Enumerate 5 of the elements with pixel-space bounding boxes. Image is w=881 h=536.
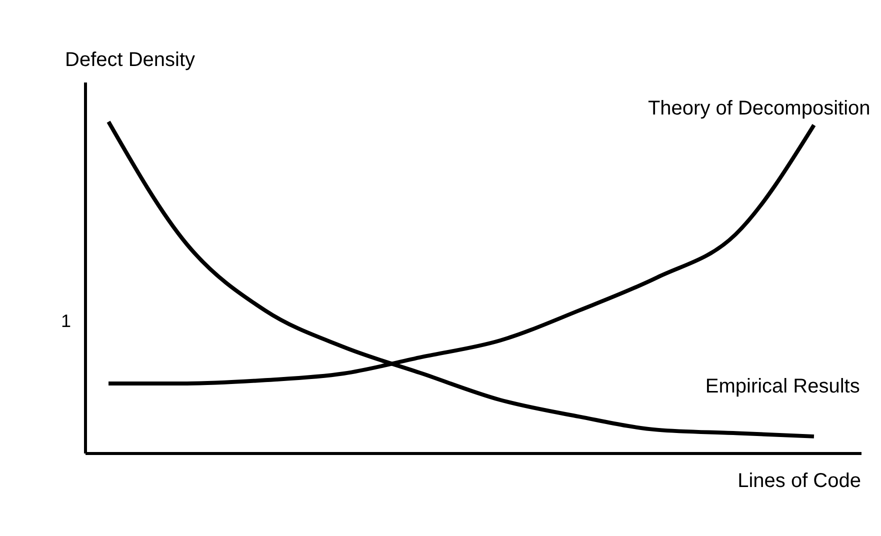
text: Theory of Decomposition [648, 97, 870, 120]
text: 1 [60, 311, 71, 331]
series-label: Empirical Results [705, 376, 860, 398]
y-axis-title: Defect Density [65, 49, 196, 71]
x-axis-title: Lines of Code [738, 470, 861, 492]
